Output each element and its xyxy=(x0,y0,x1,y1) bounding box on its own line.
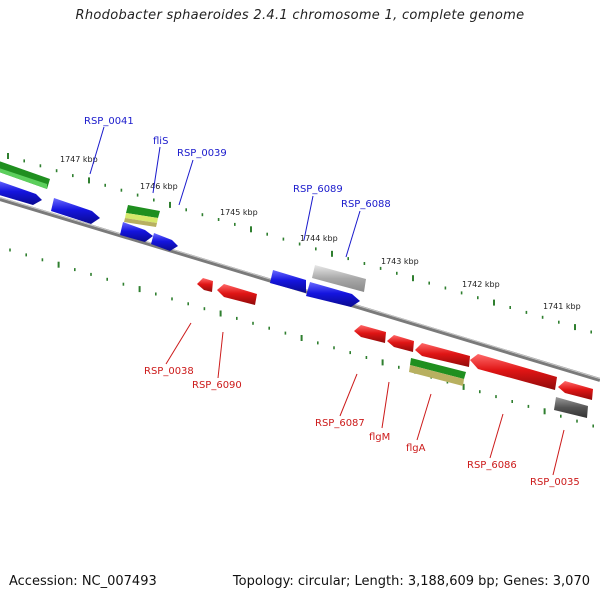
gene-rsp-0038[interactable] xyxy=(197,278,213,292)
scale-label-1746: 1746 kbp xyxy=(140,182,178,191)
scale-ticks-bottom xyxy=(9,248,595,428)
gene-flis[interactable] xyxy=(120,222,153,242)
gene-label-rsp-6087[interactable]: RSP_6087 xyxy=(315,418,365,429)
scale-label-1743: 1743 kbp xyxy=(381,257,419,266)
scale-label-1747: 1747 kbp xyxy=(60,155,98,164)
gene-label-rsp-6086[interactable]: RSP_6086 xyxy=(467,460,517,471)
gene-rsp-6088[interactable] xyxy=(306,282,360,307)
leader-rsp-0039 xyxy=(178,159,194,206)
leader-rsp-6086 xyxy=(489,413,504,459)
feature-flga-rna[interactable] xyxy=(409,358,466,386)
gene-rsp-0039[interactable] xyxy=(151,233,178,251)
gene-label-flgm[interactable]: flgM xyxy=(369,432,390,443)
leader-flgm xyxy=(381,381,390,429)
map-title: Rhodobacter sphaeroides 2.4.1 chromosome… xyxy=(75,8,525,23)
gene-label-flis[interactable]: fliS xyxy=(153,136,168,147)
leader-rsp-6087 xyxy=(339,373,358,417)
leader-rsp-0041 xyxy=(89,126,105,175)
gene-rsp-6090[interactable] xyxy=(217,284,257,305)
accession-text: Accession: NC_007493 xyxy=(9,574,157,589)
gene-flgm[interactable] xyxy=(387,335,414,352)
leader-rsp-6088 xyxy=(345,210,361,258)
leader-flis xyxy=(152,146,161,194)
gene-flga[interactable] xyxy=(415,343,470,367)
gene-rsp-0035-gray[interactable] xyxy=(554,397,588,418)
gene-label-rsp-6089[interactable]: RSP_6089 xyxy=(293,184,343,195)
gene-rsp-0035[interactable] xyxy=(558,381,593,400)
gene-rsp-6087[interactable] xyxy=(354,325,386,343)
scale-label-1741: 1741 kbp xyxy=(543,302,581,311)
gene-label-flga[interactable]: flgA xyxy=(406,443,426,454)
scale-label-1745: 1745 kbp xyxy=(220,208,258,217)
gene-label-rsp-0038[interactable]: RSP_0038 xyxy=(144,366,194,377)
gene-rsp-6088-gray[interactable] xyxy=(312,265,366,292)
gene-label-rsp-6090[interactable]: RSP_6090 xyxy=(192,380,242,391)
gene-label-rsp-0035[interactable]: RSP_0035 xyxy=(530,477,580,488)
leader-rsp-0038 xyxy=(165,322,192,365)
scale-label-1742: 1742 kbp xyxy=(462,280,500,289)
gene-rsp-0041[interactable] xyxy=(51,198,100,224)
scale-ticks-top xyxy=(7,153,593,334)
leader-rsp-6090 xyxy=(217,331,224,379)
feature-flis-rna[interactable] xyxy=(124,205,160,227)
gene-label-rsp-0039[interactable]: RSP_0039 xyxy=(177,148,227,159)
gene-rsp-0041-left[interactable] xyxy=(0,180,42,205)
gene-label-rsp-0041[interactable]: RSP_0041 xyxy=(84,116,134,127)
genome-summary-text: Topology: circular; Length: 3,188,609 bp… xyxy=(232,574,590,589)
leader-flga xyxy=(416,393,432,441)
gene-rsp-6086[interactable] xyxy=(470,354,557,390)
gene-label-rsp-6088[interactable]: RSP_6088 xyxy=(341,199,391,210)
feature-rna-left[interactable] xyxy=(0,160,50,189)
leader-rsp-0035 xyxy=(552,429,565,476)
leader-rsp-6089 xyxy=(303,195,314,241)
scale-label-1744: 1744 kbp xyxy=(300,234,338,243)
gene-rsp-6089[interactable] xyxy=(270,270,306,293)
